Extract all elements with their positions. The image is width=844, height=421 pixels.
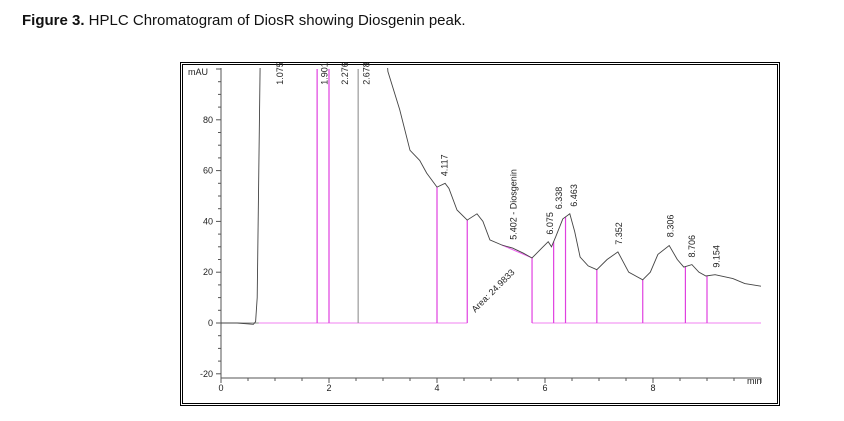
y-tick-label: 40 <box>203 216 213 226</box>
y-tick-label: 0 <box>208 318 213 328</box>
peak-label: 7.352 <box>614 222 624 245</box>
figure-caption: Figure 3. HPLC Chromatogram of DiosR sho… <box>22 12 466 29</box>
peak-label: 5.402 - Diosgenin <box>509 169 519 240</box>
caption-label: Figure 3. <box>22 12 85 29</box>
peak-label: 1.075 <box>275 62 285 85</box>
peak-label: 8.306 <box>666 215 676 238</box>
peak-label: 1.901 <box>320 62 330 85</box>
y-tick-label: 80 <box>203 115 213 125</box>
x-tick-label: 0 <box>218 383 223 393</box>
chart-frame <box>180 62 780 406</box>
y-tick-label: -20 <box>200 369 213 379</box>
x-axis-label: min <box>747 376 762 386</box>
area-annotation: Area: 24.9833 <box>470 267 517 314</box>
y-tick-label: 20 <box>203 267 213 277</box>
chromatogram-trace <box>221 68 761 325</box>
peak-label: 6.463 <box>569 184 579 207</box>
x-tick-label: 4 <box>434 383 439 393</box>
y-axis-label: mAU <box>188 67 208 77</box>
diosgenin-baseline <box>501 244 533 259</box>
peak-label: 2.678 <box>362 62 372 85</box>
x-tick-label: 8 <box>650 383 655 393</box>
peak-label: 6.338 <box>554 187 564 210</box>
x-tick-label: 6 <box>542 383 547 393</box>
peak-label: 9.154 <box>711 245 721 268</box>
peak-label: 6.075 <box>545 212 555 235</box>
peak-label: 8.706 <box>687 235 697 258</box>
x-tick-label: 2 <box>326 383 331 393</box>
peak-label: 4.117 <box>439 154 449 176</box>
peak-label: 2.276 <box>340 62 350 85</box>
y-tick-label: 60 <box>203 166 213 176</box>
caption-text: HPLC Chromatogram of DiosR showing Diosg… <box>84 12 466 29</box>
